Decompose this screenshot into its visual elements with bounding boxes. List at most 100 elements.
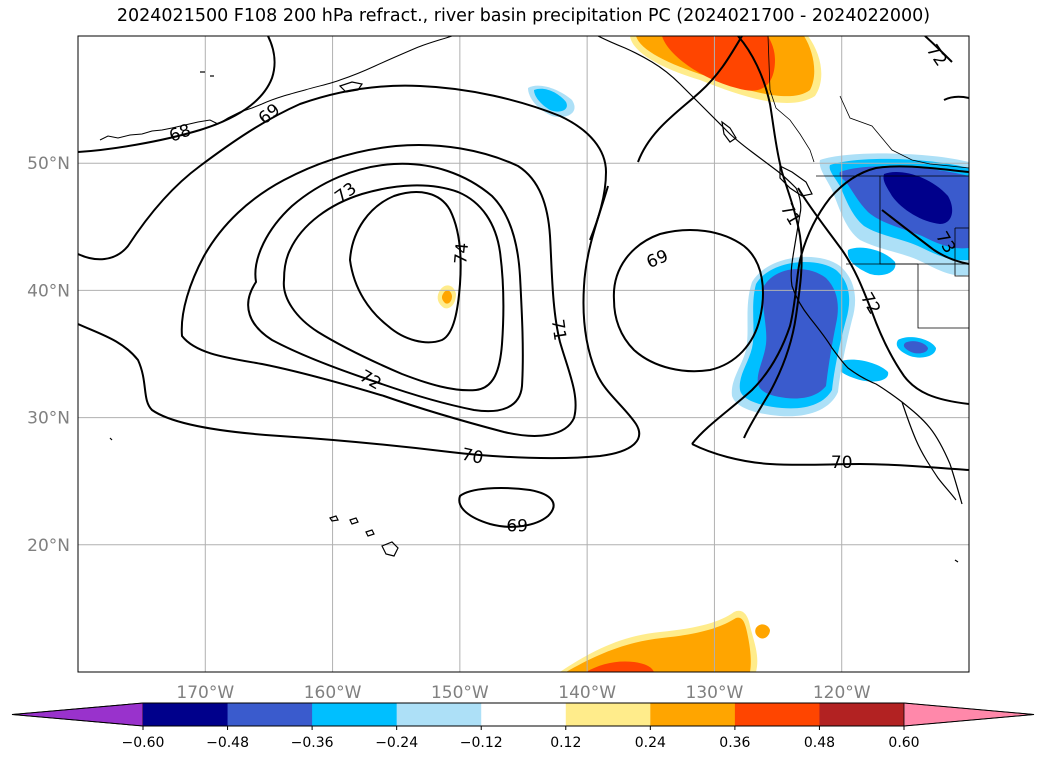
precip-fill-spot-a <box>847 247 896 276</box>
precip-fill-south-spot <box>755 624 770 639</box>
refractivity-contour-layer <box>78 36 969 528</box>
precip-fill-spot-b-core <box>903 341 928 354</box>
coastline-alaska-peninsula <box>261 36 453 105</box>
colorbar-segment <box>734 703 820 726</box>
graticule <box>78 36 969 672</box>
colorbar-tick-label: −0.60 <box>122 735 165 751</box>
contour-label-text: 70 <box>831 453 853 473</box>
contour-71-east <box>737 36 803 439</box>
colorbar-segment <box>227 703 313 726</box>
colorbar-tick-label: −0.48 <box>206 735 249 751</box>
contour-72-east <box>797 187 969 405</box>
coastline-layer <box>99 36 969 563</box>
contour-label: 73 <box>331 179 360 208</box>
lat-tick-label: 20°N <box>27 536 70 556</box>
contour-label: 72 <box>356 366 385 394</box>
colorbar-segment <box>565 703 651 726</box>
lon-tick-label: 140°W <box>558 683 616 703</box>
contour-74 <box>348 191 462 344</box>
contour-label: 72 <box>856 289 884 318</box>
contour-69-low <box>612 229 764 373</box>
coastline-aleutians <box>99 103 263 141</box>
colorbar-tick-label: 0.60 <box>888 735 919 751</box>
colorbar-segment <box>819 703 905 726</box>
contour-70 <box>78 185 641 460</box>
colorbar-tick-label: 0.48 <box>804 735 835 751</box>
precip-fill-central-spot-core <box>441 290 452 304</box>
lon-tick-label: 160°W <box>304 683 362 703</box>
lat-tick-label: 50°N <box>27 154 70 174</box>
contour-label: 74 <box>451 242 473 265</box>
colorbar-tick-label: −0.24 <box>375 735 418 751</box>
contour-label-text: 72 <box>856 289 884 318</box>
contour-label: 69 <box>506 517 528 537</box>
contour-70-east <box>691 165 969 445</box>
colorbar-tick-label: −0.36 <box>291 735 334 751</box>
coastline-haida-gwaii <box>721 120 737 143</box>
contour-73-northeast <box>943 95 969 101</box>
map-title: 2024021500 F108 200 hPa refract., river … <box>116 6 931 26</box>
map-frame <box>77 35 970 673</box>
precip-fill-ca-dark <box>757 268 838 399</box>
colorbar-extend-low <box>11 702 144 727</box>
contour-72 <box>247 162 524 413</box>
contour-label-text: 73 <box>331 179 360 208</box>
precip-fill-gulf-spot-core <box>534 88 567 112</box>
border-states-d <box>954 227 969 277</box>
colorbar-tick-label: 0.36 <box>719 735 750 751</box>
contour-label: 70 <box>460 445 485 469</box>
coastline-hawaii-big-island <box>381 541 399 557</box>
contour-label-text: 70 <box>460 445 485 469</box>
border-states-b <box>917 264 969 329</box>
contour-label-text: 68 <box>167 121 194 147</box>
contour-68 <box>78 36 276 153</box>
coastline-vancouver-island <box>779 165 813 197</box>
coastline-hawaii-kauai <box>329 515 339 522</box>
precip-fill-spot-c <box>837 359 889 382</box>
lat-tick-label: 40°N <box>27 281 70 301</box>
coastline-hawaii-maui <box>365 529 375 537</box>
contour-label-text: 72 <box>356 366 385 394</box>
colorbar: −0.60 −0.48 −0.36 −0.24 −0.12 0.12 0.24 0.36 0.4… <box>11 702 1035 751</box>
border-states-e <box>839 95 969 169</box>
lon-tick-label: 170°W <box>176 683 234 703</box>
contour-label-text: 72 <box>922 41 951 70</box>
precip-fill-south-high <box>586 661 654 672</box>
contour-label: 69 <box>644 246 672 273</box>
colorbar-tick-label: 0.24 <box>635 735 666 751</box>
longitude-labels: 170°W 160°W 150°W 140°W 130°W 120°W <box>176 683 870 703</box>
coastline-island-d <box>954 559 959 563</box>
contour-73-east <box>881 209 969 265</box>
precip-fill-nw-high <box>662 36 775 91</box>
colorbar-tick-label: 0.12 <box>550 735 581 751</box>
contour-label: 70 <box>831 453 853 473</box>
contour-label-text: 69 <box>506 517 528 537</box>
precip-fill-south-mid <box>566 617 751 672</box>
contour-71 <box>180 143 577 437</box>
contour-73-inner <box>282 184 505 392</box>
latitude-labels: 20°N 30°N 40°N 50°N <box>27 154 70 556</box>
contour-69-north <box>637 36 743 163</box>
contour-72-top-right <box>924 36 953 63</box>
contour-69-south <box>458 487 555 528</box>
coastline-baja <box>901 401 957 501</box>
colorbar-segment <box>396 703 482 726</box>
colorbar-segment <box>650 703 736 726</box>
precip-fill-ne-core <box>883 172 953 224</box>
coastline-island-c <box>109 437 113 441</box>
colorbar-segment <box>312 703 398 726</box>
contour-label-text: 69 <box>644 246 672 273</box>
contour-label: 71 <box>547 318 570 342</box>
colorbar-extend-high <box>903 702 1035 727</box>
coastline-us-west <box>790 213 963 505</box>
contour-label-text: 71 <box>776 200 804 229</box>
contour-70-southeast <box>691 443 969 471</box>
precip-fill-layer <box>437 36 969 672</box>
border-alaska-canada <box>767 36 815 163</box>
lon-tick-label: 130°W <box>686 683 744 703</box>
contour-label-text: 74 <box>451 242 473 265</box>
lon-tick-label: 120°W <box>813 683 871 703</box>
lat-tick-label: 30°N <box>27 409 70 429</box>
contour-69-outer <box>78 84 608 261</box>
